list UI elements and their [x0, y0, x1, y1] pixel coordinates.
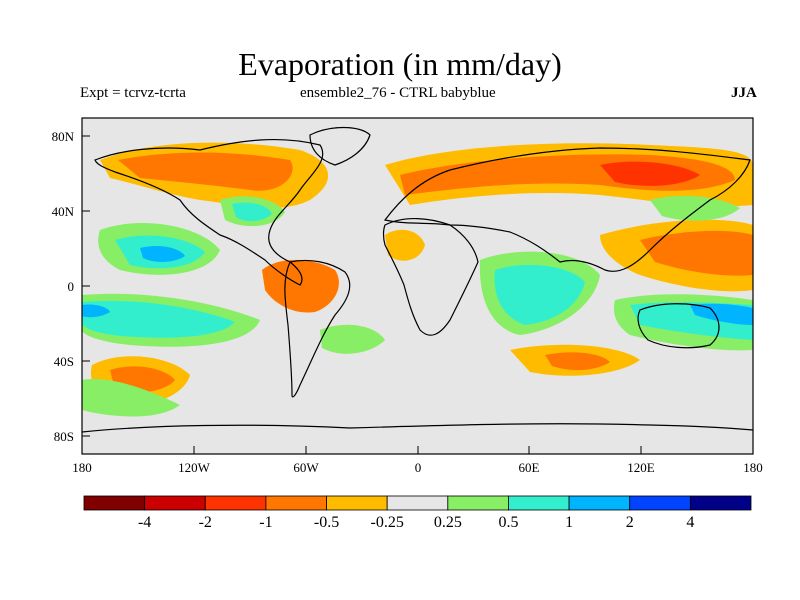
- colorbar: -4 -2 -1 -0.5 -0.25 0.25 0.5 1 2 4: [83, 495, 752, 531]
- warm-region-africa: [385, 229, 425, 261]
- coastline-australia: [637, 303, 720, 349]
- lon-tick-label: 180: [743, 460, 763, 475]
- colorbar-label: 1: [565, 514, 573, 531]
- hot-region-indian-south: [545, 352, 610, 371]
- season-label: JJA: [731, 85, 757, 101]
- lon-tick-label: 60E: [519, 460, 540, 475]
- lat-axis: 80N 40N 0 40S 80S: [52, 129, 90, 444]
- colorbar-swatch: [386, 495, 449, 511]
- lat-tick-label: 40S: [54, 354, 74, 369]
- lon-tick-label: 180: [72, 460, 92, 475]
- colorbar-swatch: [629, 495, 691, 511]
- colorbar-label: 4: [686, 514, 694, 531]
- colorbar-swatch: [568, 495, 631, 511]
- coastline-antarctica: [82, 423, 753, 433]
- cool-region-north-pacific: [650, 195, 740, 221]
- coolest-region-australia: [690, 303, 753, 325]
- colorbar-swatch: [508, 495, 570, 511]
- cooler-region-indian-ocean: [494, 264, 585, 325]
- warm-region-canada: [118, 152, 293, 191]
- experiment-label: Expt = tcrvz-tcrta: [80, 85, 186, 101]
- colorbar-label: -2: [199, 514, 212, 531]
- colorbar-swatch: [447, 495, 509, 511]
- colorbar-swatch: [144, 495, 206, 511]
- lon-tick-label: 60W: [293, 460, 319, 475]
- colorbar-label: -4: [138, 514, 151, 531]
- lat-tick-label: 80N: [52, 129, 75, 144]
- hot-region-central-asia: [600, 161, 700, 186]
- lat-tick-label: 80S: [54, 429, 74, 444]
- coastline-north-america: [94, 138, 324, 286]
- colorbar-label: 0.25: [434, 514, 462, 531]
- colorbar-swatch: [326, 495, 388, 511]
- coastline-greenland: [309, 126, 371, 166]
- cooler-region-north-atlantic: [232, 202, 272, 222]
- colorbar-swatch: [689, 495, 752, 511]
- coolest-region-south-pacific: [82, 304, 110, 318]
- coastline-eurasia: [383, 147, 751, 272]
- lon-tick-label: 120W: [178, 460, 211, 475]
- colorbar-swatch: [83, 495, 146, 511]
- lat-tick-label: 0: [68, 279, 75, 294]
- colorbar-label: 2: [626, 514, 634, 531]
- colorbar-label: 0.5: [498, 514, 518, 531]
- lon-tick-label: 120E: [627, 460, 655, 475]
- coastlines: [82, 126, 753, 433]
- lon-tick-label: 0: [415, 460, 422, 475]
- hot-region-west-pacific: [640, 230, 753, 276]
- ensemble-label: ensemble2_76 - CTRL babyblue: [300, 85, 496, 101]
- coastline-south-america: [284, 259, 351, 398]
- map-field: [82, 118, 753, 454]
- cooler-region-south-pacific: [82, 300, 235, 338]
- coolest-region-east-pacific: [140, 245, 185, 262]
- cool-region-south-atlantic: [320, 324, 385, 354]
- colorbar-swatch: [265, 495, 327, 511]
- map-title: Evaporation (in mm/day): [238, 46, 562, 82]
- lon-axis: 180 120W 60W 0 60E 120E 180: [72, 446, 763, 475]
- colorbar-swatch: [204, 495, 267, 511]
- colorbar-label: -0.25: [371, 514, 404, 531]
- colorbar-label: -0.5: [314, 514, 339, 531]
- colorbar-label: -1: [259, 514, 272, 531]
- cool-region-southern-ocean: [82, 379, 180, 417]
- lat-tick-label: 40N: [52, 204, 75, 219]
